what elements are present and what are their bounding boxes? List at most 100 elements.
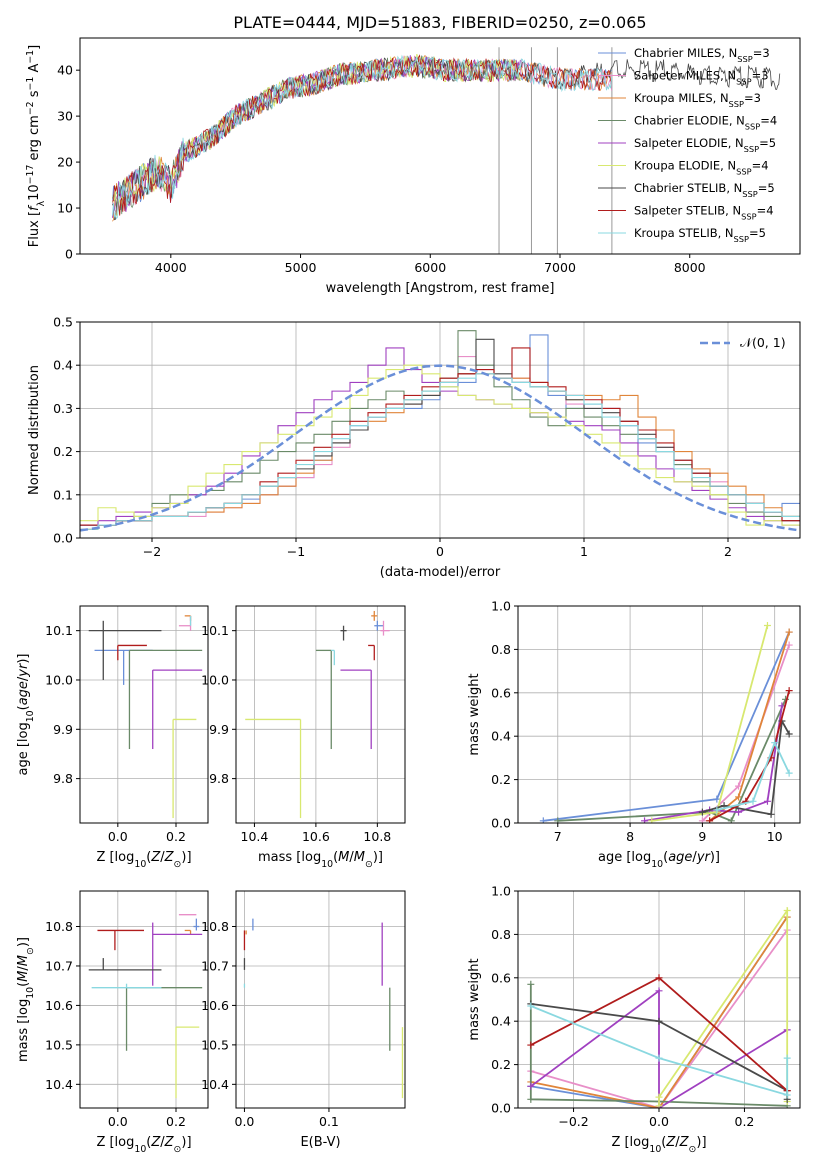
x-axis-label: Z [log10(Z/Z⊙)]	[611, 1135, 706, 1155]
data-point	[648, 817, 656, 823]
x-tick-label: 0.0	[108, 1114, 128, 1129]
panel-spectrum: 4000 5000 6000 7000 8000 0 10 20 30 40 wavelength …	[25, 37, 801, 296]
y-tick-label: 0	[65, 247, 73, 262]
axes-frame	[79, 37, 801, 255]
data-point	[785, 769, 793, 777]
y-tick-label: 10.4	[45, 1077, 73, 1092]
y-tick-label: 0.2	[491, 772, 511, 787]
y-tick-label: 0.2	[491, 1057, 511, 1072]
y-tick-label: 0.5	[53, 315, 73, 330]
y-tick-label: 0.4	[491, 729, 511, 744]
data-point	[785, 687, 793, 695]
x-tick-label: 6000	[414, 260, 446, 275]
axes-frame	[517, 605, 801, 824]
y-axis-label: mass weight	[467, 958, 482, 1040]
data-point	[655, 987, 663, 995]
axes-frame	[79, 605, 209, 824]
normal-curve	[80, 364, 800, 532]
x-tick-label: −1	[287, 544, 305, 559]
panel-mass-weight-vs-age: 7 8 9 10 0.0 0.2 0.4 0.6 0.8 1.0 age [log10(age/yr…	[467, 599, 801, 870]
x-tick-label: 0.0	[649, 1114, 669, 1129]
data-point	[735, 808, 743, 816]
axes-frame	[79, 890, 209, 1109]
x-axis-label: wavelength [Angstrom, rest frame]	[326, 281, 555, 296]
y-tick-label: 1.0	[491, 599, 511, 614]
y-axis-label: Normed distribution	[27, 365, 42, 495]
x-tick-label: 8	[626, 829, 634, 844]
x-tick-label: 0.2	[166, 829, 186, 844]
y-tick-label: 10.8	[45, 919, 73, 934]
data-point	[554, 817, 562, 823]
x-axis-label: Z [log10(Z/Z⊙)]	[96, 1135, 191, 1155]
data-point	[785, 730, 793, 738]
data-point	[727, 817, 735, 823]
mass-weight-line	[530, 1005, 789, 1097]
x-tick-label: 9	[698, 829, 706, 844]
y-tick-label: 10	[57, 201, 73, 216]
panel-mass-weight-vs-z: −0.2 0.0 0.2 0.0 0.2 0.4 0.6 0.8 1.0 Z [log10(Z/Z…	[467, 884, 801, 1155]
y-tick-label: 0.0	[491, 816, 511, 831]
panel-age-vs-mass: 10.4 10.6 10.8 9.8 9.9 10.0 10.1 mass [log10(M/…	[201, 605, 406, 870]
histogram-step	[80, 373, 800, 530]
mass-weight-line	[543, 631, 790, 822]
y-tick-label: 10.5	[201, 1037, 229, 1052]
mass-weight-line	[709, 690, 791, 822]
data-point	[771, 739, 779, 747]
figure-title: PLATE=0444, MJD=51883, FIBERID=0250, z=0…	[233, 13, 646, 32]
legend-entry: Kroupa STELIB, NSSP=5	[634, 226, 766, 244]
mass-weight-line	[658, 907, 789, 1106]
legend: 𝒩(0, 1)	[700, 335, 786, 350]
x-tick-label: 0.2	[166, 1114, 186, 1129]
y-tick-label: 9.9	[53, 722, 73, 737]
data-point	[641, 817, 649, 823]
panel-residual-histogram: −2 −1 0 1 2 0.0 0.1 0.2 0.3 0.4 0.5 (data-model)/er…	[27, 315, 801, 580]
data-point	[763, 622, 771, 630]
y-tick-label: 1.0	[491, 884, 511, 899]
x-axis-label: age [log10(age/yr)]	[598, 850, 720, 870]
x-tick-label: 7000	[544, 260, 576, 275]
plot-area	[88, 914, 203, 1099]
panels-group: 4000 5000 6000 7000 8000010203040wavelength …	[16, 37, 801, 1155]
y-tick-label: 0.2	[53, 444, 73, 459]
y-tick-label: 10.0	[201, 672, 229, 687]
x-tick-label: 0.1	[319, 1114, 339, 1129]
y-tick-label: 10.0	[45, 672, 73, 687]
plot-area	[245, 610, 390, 819]
data-point	[735, 782, 743, 790]
x-tick-label: 0	[436, 544, 444, 559]
y-tick-label: 9.8	[209, 771, 229, 786]
mass-weight-line	[530, 929, 788, 1108]
y-tick-label: 10.1	[201, 623, 229, 638]
mass-weight-line	[530, 916, 788, 1108]
spectrum-line	[112, 54, 613, 220]
data-point	[698, 808, 706, 816]
panel-mass-vs-e-b-v-: 0.0 0.1 10.4 10.5 10.6 10.7 10.8 E(B-V)	[201, 890, 406, 1150]
spectrum-line	[112, 57, 781, 221]
data-point	[527, 1002, 535, 1010]
legend-entry: Kroupa ELODIE, NSSP=4	[634, 159, 769, 177]
spectrum-line	[112, 54, 612, 216]
legend-entry: Kroupa MILES, NSSP=3	[634, 91, 761, 109]
y-tick-label: 30	[57, 109, 73, 124]
data-point	[698, 817, 706, 823]
y-tick-label: 9.9	[209, 722, 229, 737]
y-tick-label: 40	[57, 63, 73, 78]
mass-weight-line	[530, 989, 788, 1108]
y-tick-label: 0.8	[491, 927, 511, 942]
y-axis-label: Flux [fλ10−17 erg cm−2 s−1 A−1]	[25, 45, 47, 247]
data-point	[655, 1102, 663, 1108]
data-point	[527, 1041, 535, 1049]
x-tick-label: 0.2	[735, 1114, 755, 1129]
legend: Chabrier MILES, NSSP=3 Salpeter MILES, NS…	[598, 46, 777, 244]
plot-area	[112, 47, 781, 254]
y-tick-label: 10.7	[201, 958, 229, 973]
y-axis-label: mass weight	[467, 673, 482, 755]
x-axis-label: (data-model)/error	[380, 565, 501, 580]
y-tick-label: 10.5	[45, 1037, 73, 1052]
legend-entry: Salpeter ELODIE, NSSP=5	[634, 136, 776, 154]
data-point	[735, 793, 743, 801]
plot-area	[539, 622, 793, 823]
y-tick-label: 20	[57, 155, 73, 170]
y-tick-label: 10.1	[45, 623, 73, 638]
